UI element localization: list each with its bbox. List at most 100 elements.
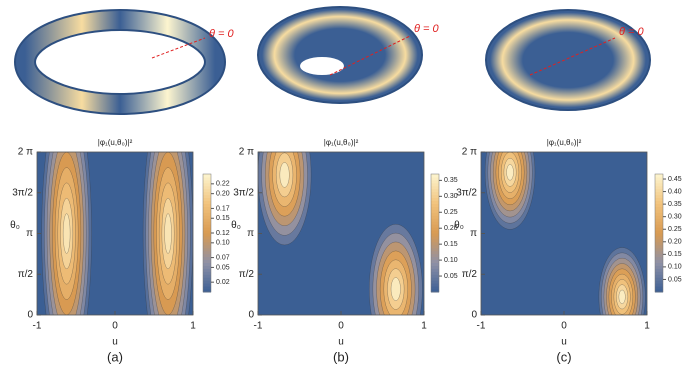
- y-tick-label: π: [470, 228, 477, 239]
- colorbar-cell: [203, 227, 211, 231]
- colorbar-tick-label: 0.25: [444, 209, 458, 216]
- colorbar-cell: [655, 179, 663, 184]
- colorbar-cell: [655, 241, 663, 246]
- colorbar-cell: [431, 256, 439, 261]
- colorbar-cell: [203, 283, 211, 287]
- colorbar-cell: [203, 200, 211, 204]
- colorbar-cell: [203, 235, 211, 240]
- colorbar-cell: [203, 203, 211, 207]
- colorbar-cell: [431, 280, 439, 284]
- colorbar-cell: [431, 224, 439, 228]
- colorbar-cell: [203, 241, 211, 246]
- colorbar-tick-label: 0.45: [668, 176, 682, 183]
- colorbar-cell: [431, 179, 439, 184]
- y-tick-label: 0: [248, 310, 254, 321]
- x-axis-label: u: [561, 337, 567, 348]
- colorbar-cell: [203, 194, 211, 199]
- x-tick-label: 1: [421, 321, 427, 332]
- colorbar-cell: [203, 277, 211, 281]
- colorbar-tick-label: 0.20: [216, 191, 230, 198]
- plot-title: |φ₁(u,θ₀)|²: [547, 138, 582, 147]
- colorbar-cell: [655, 176, 663, 181]
- colorbar-cell: [203, 268, 211, 272]
- x-tick-label: 0: [561, 321, 567, 332]
- colorbar-cell: [431, 176, 439, 181]
- colorbar-cell: [655, 182, 663, 187]
- colorbar-cell: [431, 182, 439, 187]
- colorbar-tick-label: 0.10: [444, 257, 458, 264]
- colorbar-cell: [655, 212, 663, 216]
- colorbar-cell: [203, 289, 211, 293]
- colorbar-cell: [431, 277, 439, 281]
- x-tick-label: 0: [338, 321, 344, 332]
- colorbar-cell: [655, 235, 663, 240]
- colorbar-cell: [431, 268, 439, 272]
- colorbar-cell: [431, 203, 439, 207]
- colorbar-cell: [655, 283, 663, 287]
- colorbar-tick-label: 0.05: [668, 276, 682, 283]
- colorbar-cell: [203, 185, 211, 190]
- colorbar-cell: [655, 194, 663, 199]
- mobius-strips: [14, 6, 651, 115]
- colorbar-cell: [203, 174, 211, 178]
- colorbar-cell: [431, 241, 439, 246]
- y-tick-label: π/2: [239, 269, 255, 280]
- colorbar-cell: [655, 215, 663, 219]
- colorbar-cell: [431, 283, 439, 287]
- colorbar-cell: [655, 262, 663, 266]
- colorbar-cell: [431, 227, 439, 231]
- x-axis-label: u: [338, 337, 344, 348]
- colorbar-cell: [431, 262, 439, 266]
- x-tick-label: 1: [644, 321, 650, 332]
- contour-level: [279, 162, 290, 188]
- colorbar-cell: [431, 253, 439, 258]
- colorbar-cell: [203, 230, 211, 234]
- contour-field: [37, 152, 193, 315]
- colorbar-tick-label: 0.30: [444, 193, 458, 200]
- colorbar-cell: [431, 209, 439, 213]
- y-axis-label: θ₀: [454, 220, 464, 231]
- colorbar-cell: [655, 289, 663, 293]
- colorbar-cell: [655, 188, 663, 193]
- colorbar-cell: [203, 218, 211, 222]
- plot-title: |φ₁(u,θ₀)|²: [98, 138, 133, 147]
- colorbar-cell: [203, 244, 211, 249]
- x-tick-label: -1: [33, 321, 42, 332]
- x-tick-label: 0: [112, 321, 118, 332]
- y-tick-label: π: [26, 228, 33, 239]
- colorbar-cell: [655, 256, 663, 261]
- y-tick-label: π/2: [462, 269, 478, 280]
- colorbar-cell: [431, 286, 439, 290]
- colorbar-cell: [431, 212, 439, 216]
- strip: [16, 11, 224, 113]
- y-tick-label: 2 π: [239, 147, 254, 158]
- y-tick-label: π: [247, 228, 254, 239]
- colorbar-cell: [655, 230, 663, 234]
- theta-line: [151, 37, 206, 59]
- y-axis-label: θ₀: [10, 220, 20, 231]
- contour-level: [62, 213, 71, 254]
- colorbar-cell: [655, 265, 663, 269]
- colorbar-cell: [655, 250, 663, 255]
- colorbar-cell: [203, 182, 211, 187]
- colorbar-cell: [203, 253, 211, 258]
- colorbar-cell: [431, 274, 439, 278]
- y-tick-label: 0: [471, 310, 477, 321]
- colorbar-cell: [203, 176, 211, 181]
- colorbar-cell: [655, 238, 663, 243]
- colorbar-cell: [203, 191, 211, 196]
- colorbar-cell: [431, 206, 439, 210]
- colorbar-cell: [431, 271, 439, 275]
- colorbar-tick-label: 0.07: [216, 254, 230, 261]
- colorbar-cell: [203, 188, 211, 193]
- colorbar-cell: [203, 206, 211, 210]
- colorbar-cell: [203, 233, 211, 237]
- colorbar-cell: [431, 259, 439, 263]
- colorbar-cell: [203, 271, 211, 275]
- colorbar-cell: [655, 253, 663, 258]
- colorbar-cell: [431, 247, 439, 252]
- y-tick-label: 2 π: [18, 147, 33, 158]
- annotation: θ = 0: [414, 23, 440, 35]
- colorbar-frame: [430, 173, 440, 293]
